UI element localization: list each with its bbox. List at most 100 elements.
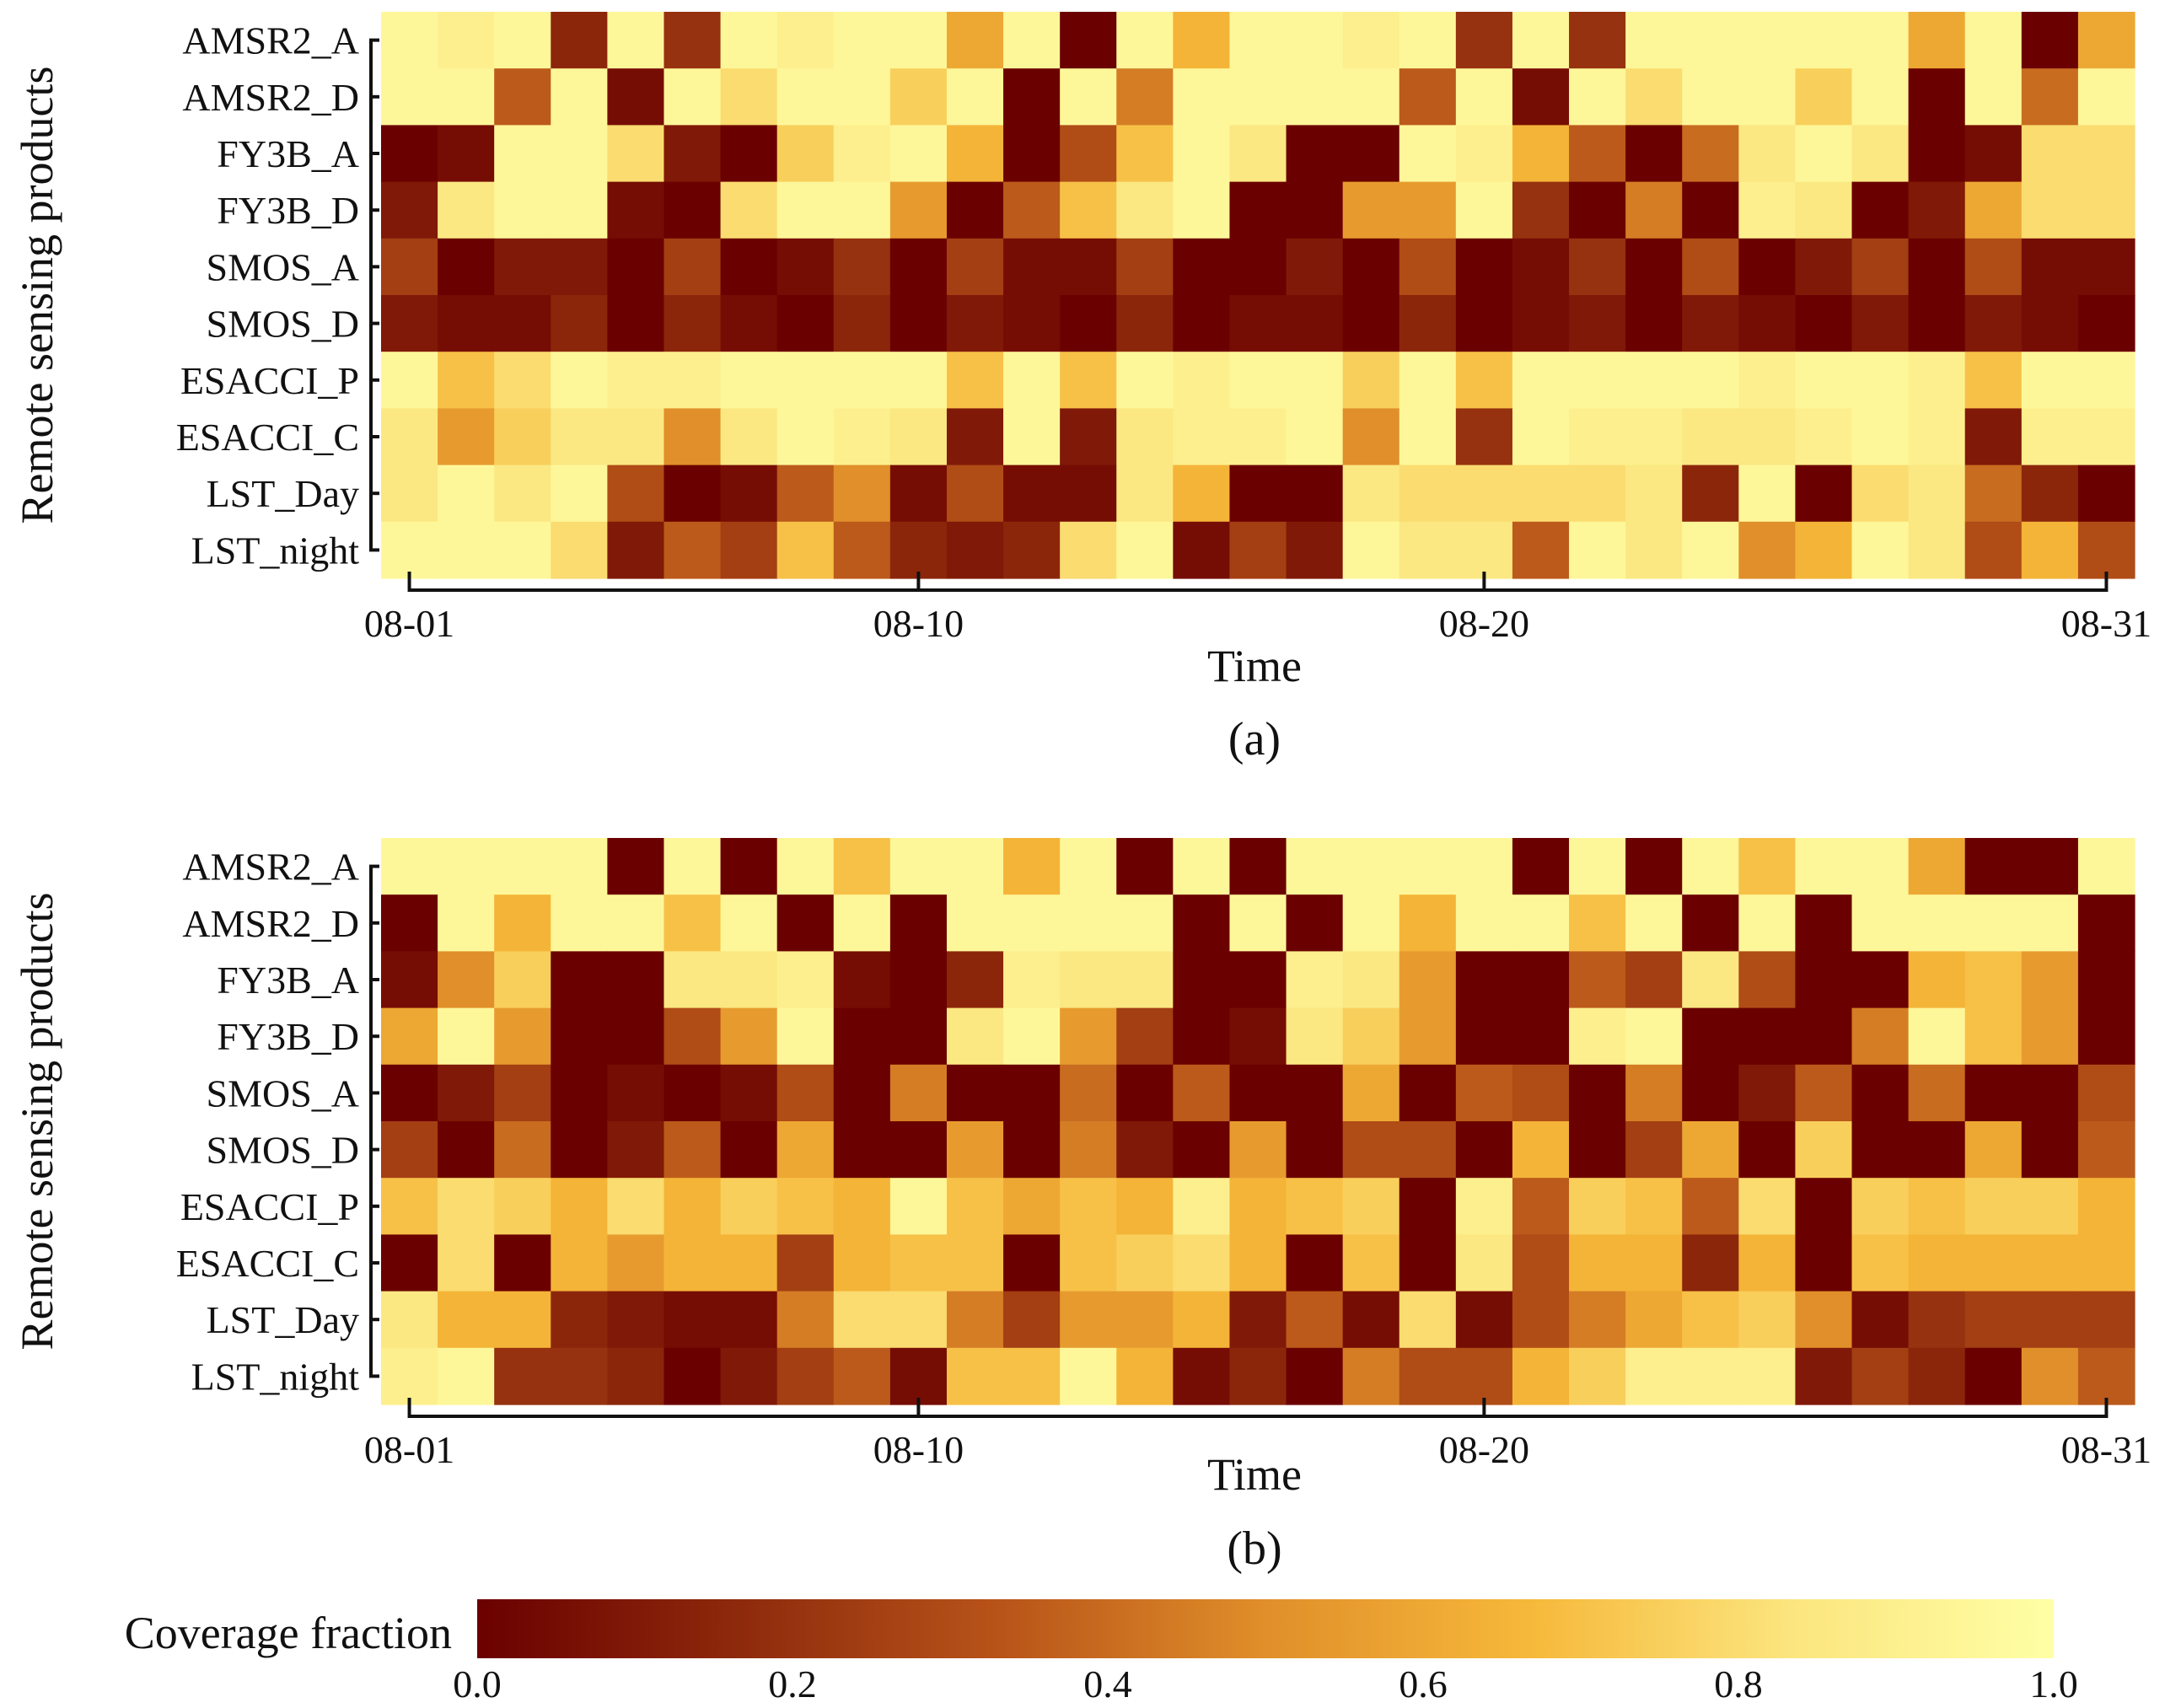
heatmap-cell xyxy=(946,1007,1004,1066)
heatmap-cell xyxy=(551,465,608,523)
colorbar-label: Coverage fraction xyxy=(125,1608,452,1658)
heatmap-cell xyxy=(720,1178,778,1235)
heatmap-cell xyxy=(551,1064,608,1122)
heatmap-cell xyxy=(1682,1064,1739,1122)
heatmap-cell xyxy=(1795,951,1853,1009)
heatmap-cell xyxy=(2077,1007,2135,1066)
heatmap-cell xyxy=(1455,521,1513,579)
row-label: FY3B_D xyxy=(217,1015,359,1058)
heatmap-cell xyxy=(720,352,778,409)
heatmap-cell xyxy=(1060,68,1117,126)
heatmap-cell xyxy=(551,838,608,895)
heatmap-cell xyxy=(663,68,722,126)
heatmap-cell xyxy=(438,1007,495,1066)
row-label: AMSR2_D xyxy=(182,76,359,119)
heatmap-cell xyxy=(776,951,835,1009)
heatmap-cell xyxy=(551,181,608,239)
heatmap-cell xyxy=(2077,1064,2135,1122)
heatmap-cell xyxy=(663,408,722,466)
heatmap-cell xyxy=(720,181,778,239)
heatmap-cell xyxy=(1908,125,1966,183)
heatmap-cell xyxy=(607,1121,665,1179)
heatmap-cell xyxy=(551,951,608,1009)
row-label: AMSR2_A xyxy=(182,846,359,889)
heatmap-cell xyxy=(1569,408,1626,466)
heatmap-cell xyxy=(551,1291,608,1349)
heatmap-cell xyxy=(438,1234,495,1292)
heatmap-cell xyxy=(946,465,1004,523)
heatmap-cell xyxy=(2021,1121,2079,1179)
heatmap-cell xyxy=(1682,295,1739,352)
heatmap-cell xyxy=(1342,1178,1400,1235)
heatmap-cell xyxy=(1173,68,1231,126)
heatmap-cell xyxy=(1229,125,1287,183)
heatmap-cell xyxy=(1116,68,1174,126)
heatmap-cell xyxy=(1908,838,1966,895)
heatmap-cell xyxy=(438,352,495,409)
heatmap-cell xyxy=(551,12,608,69)
heatmap-cell xyxy=(1964,238,2023,296)
heatmap-cell xyxy=(1682,1291,1739,1349)
heatmap-cell xyxy=(494,465,551,523)
heatmap-b-caption: (b) xyxy=(1227,1523,1281,1575)
heatmap-cell xyxy=(494,521,551,579)
heatmap-cell xyxy=(1286,408,1344,466)
heatmap-cell xyxy=(1455,295,1513,352)
heatmap-cell xyxy=(1682,12,1739,69)
heatmap-cell xyxy=(776,238,835,296)
heatmap-cell xyxy=(551,1178,608,1235)
heatmap-cell xyxy=(1625,894,1683,952)
heatmap-cell xyxy=(1229,295,1287,352)
heatmap-cell xyxy=(1851,1291,1910,1349)
heatmap-cell xyxy=(1003,465,1061,523)
heatmap-cell xyxy=(889,238,948,296)
heatmap-cell xyxy=(1286,12,1344,69)
heatmap-cell xyxy=(1286,1234,1344,1292)
heatmap-cell xyxy=(1116,1291,1174,1349)
heatmap-cell xyxy=(889,521,948,579)
heatmap-cell xyxy=(1229,894,1287,952)
heatmap-cell xyxy=(776,1007,835,1066)
heatmap-cell xyxy=(889,894,948,952)
heatmap-cell xyxy=(1173,1347,1231,1405)
heatmap-cell xyxy=(1908,68,1966,126)
colorbar: Coverage fraction 0.0 0.2 0.4 0.6 0.8 1.0 xyxy=(125,1599,2078,1705)
heatmap-cell xyxy=(2021,465,2079,523)
heatmap-cell xyxy=(946,68,1004,126)
heatmap-cell xyxy=(1116,951,1174,1009)
heatmap-cell xyxy=(1851,521,1910,579)
heatmap-cell xyxy=(1569,1347,1626,1405)
heatmap-cell xyxy=(720,1121,778,1179)
heatmap-cell xyxy=(720,951,778,1009)
heatmap-cell xyxy=(1229,68,1287,126)
heatmap-cell xyxy=(1908,894,1966,952)
heatmap-cell xyxy=(381,181,438,239)
heatmap-cell xyxy=(1682,1234,1739,1292)
heatmap-cell xyxy=(1173,465,1231,523)
heatmap-cell xyxy=(1060,295,1117,352)
heatmap-cell xyxy=(889,181,948,239)
heatmap-cell xyxy=(1003,238,1061,296)
heatmap-cell xyxy=(1342,521,1400,579)
heatmap-cell xyxy=(1229,1347,1287,1405)
heatmap-cell xyxy=(1851,295,1910,352)
heatmap-cell xyxy=(1003,1347,1061,1405)
heatmap-cell xyxy=(663,465,722,523)
heatmap-cell xyxy=(1682,894,1739,952)
heatmap-cell xyxy=(1003,1064,1061,1122)
heatmap-cell xyxy=(2077,12,2135,69)
heatmap-cell xyxy=(1738,1178,1797,1235)
heatmap-cell xyxy=(1851,1234,1910,1292)
heatmap-cell xyxy=(2021,951,2079,1009)
heatmap-cell xyxy=(1625,1234,1683,1292)
heatmap-cell xyxy=(1569,838,1626,895)
heatmap-cell xyxy=(1003,1121,1061,1179)
heatmap-cell xyxy=(2077,894,2135,952)
heatmap-cell xyxy=(1682,1007,1739,1066)
heatmap-cell xyxy=(1399,894,1457,952)
heatmap-cell xyxy=(889,352,948,409)
heatmap-cell xyxy=(663,1007,722,1066)
heatmap-cell xyxy=(1286,1007,1344,1066)
heatmap-cell xyxy=(1738,1007,1797,1066)
x-tick-label: 08-10 xyxy=(873,1428,964,1471)
